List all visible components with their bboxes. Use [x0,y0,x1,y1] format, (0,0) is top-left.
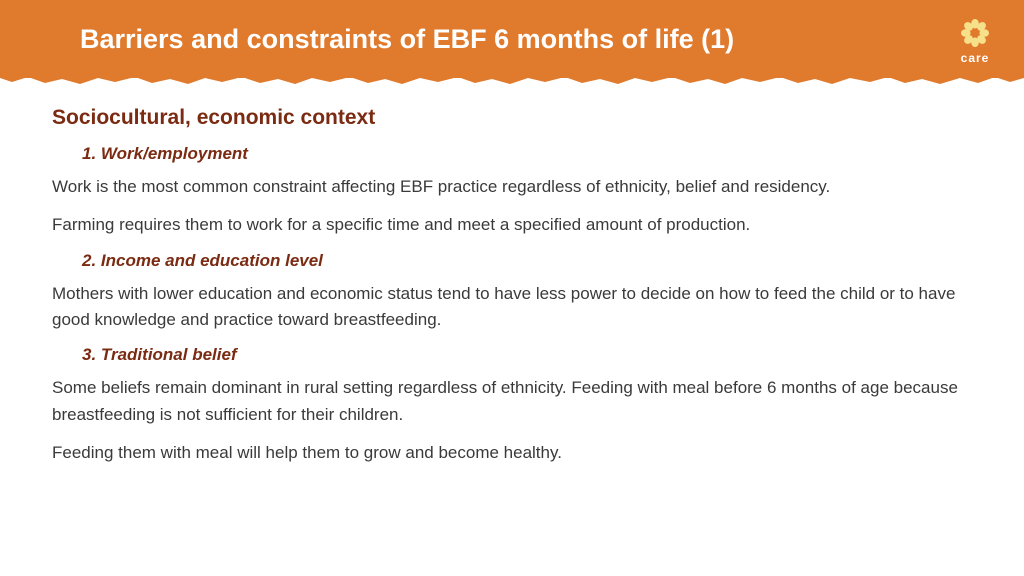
sub-heading: 2. Income and education level [82,251,972,271]
sub-heading: 1. Work/employment [82,144,972,164]
slide-header: Barriers and constraints of EBF 6 months… [0,0,1024,78]
slide-content: Sociocultural, economic context 1. Work/… [0,78,1024,498]
slide-title: Barriers and constraints of EBF 6 months… [80,24,946,55]
section-heading: Sociocultural, economic context [52,106,972,130]
care-logo-icon [955,13,995,53]
sub-heading: 3. Traditional belief [82,345,972,365]
body-paragraph: Farming requires them to work for a spec… [52,212,972,238]
items-container: 1. Work/employment Work is the most commo… [52,144,972,466]
body-paragraph: Some beliefs remain dominant in rural se… [52,375,972,428]
body-paragraph: Mothers with lower education and economi… [52,281,972,334]
care-logo: care [946,10,1004,68]
care-logo-text: care [961,51,990,65]
torn-edge-decoration [0,74,1024,86]
body-paragraph: Feeding them with meal will help them to… [52,440,972,466]
body-paragraph: Work is the most common constraint affec… [52,174,972,200]
